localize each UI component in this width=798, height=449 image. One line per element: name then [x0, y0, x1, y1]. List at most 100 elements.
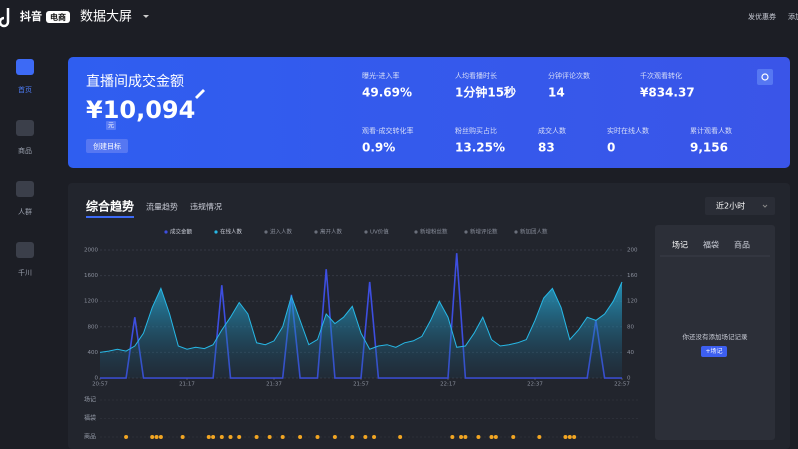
legend-dot[interactable] [364, 230, 368, 234]
product-marker[interactable] [332, 435, 337, 439]
product-marker[interactable] [280, 435, 285, 439]
nav-label[interactable]: 人群 [18, 207, 32, 216]
action[interactable]: 添加 [788, 12, 798, 21]
product-marker[interactable] [124, 435, 129, 439]
y2-tick-label: 200 [627, 248, 638, 254]
legend-dot[interactable] [314, 230, 318, 234]
range-select-bg[interactable] [705, 197, 775, 215]
product-marker[interactable] [476, 435, 481, 439]
select-caret [762, 204, 768, 208]
y-tick-label: 2000 [84, 248, 98, 254]
nav-icon[interactable] [16, 242, 34, 258]
product-marker[interactable] [489, 435, 494, 439]
product-marker[interactable] [563, 435, 568, 439]
product-marker[interactable] [206, 435, 211, 439]
legend-label[interactable]: 新加团人数 [520, 228, 548, 236]
panel-tab[interactable]: 商品 [734, 240, 750, 250]
product-marker[interactable] [211, 435, 216, 439]
caret [143, 15, 149, 18]
legend-label[interactable]: 在线人数 [220, 228, 243, 236]
metric-value: 9,156 [690, 141, 728, 155]
summary-title: 直播间成交金额 [86, 73, 184, 90]
legend-dot[interactable] [514, 230, 518, 234]
trend-tab[interactable]: 违规情况 [190, 202, 222, 212]
legend-dot[interactable] [464, 230, 468, 234]
metric-label: 粉丝购买占比 [455, 126, 497, 135]
panel-button[interactable]: +场记 [705, 347, 722, 355]
product-marker[interactable] [511, 435, 516, 439]
y2-tick-label: 0 [627, 376, 631, 382]
panel-button-bg[interactable] [701, 346, 727, 357]
legend-label[interactable]: 离开人数 [320, 228, 343, 236]
settings-button[interactable] [757, 69, 773, 85]
product-marker[interactable] [493, 435, 498, 439]
product-marker[interactable] [372, 435, 377, 439]
product-marker[interactable] [267, 435, 272, 439]
legend-dot[interactable] [264, 230, 268, 234]
nav-label[interactable]: 千川 [18, 268, 32, 277]
panel-empty: 你还没有添加场记记录 [683, 332, 749, 341]
product-marker[interactable] [459, 435, 464, 439]
nav-icon[interactable] [16, 181, 34, 197]
summary-card [68, 57, 790, 168]
page-title[interactable]: 数据大屏 [80, 10, 132, 25]
product-marker[interactable] [154, 435, 159, 439]
product-marker[interactable] [350, 435, 355, 439]
action[interactable]: 发优惠券 [748, 12, 776, 21]
product-marker[interactable] [398, 435, 403, 439]
legend-dot[interactable] [214, 230, 218, 234]
product-marker[interactable] [567, 435, 572, 439]
x-tick-label: 22:17 [440, 382, 456, 388]
y-tick-label: 400 [88, 350, 99, 356]
product-marker[interactable] [363, 435, 368, 439]
legend-label[interactable]: 成交金额 [170, 228, 193, 236]
nav-label[interactable]: 首页 [18, 85, 32, 94]
y2-tick-label: 160 [627, 273, 638, 279]
y-tick-label: 0 [95, 376, 99, 382]
track-label: 商品 [84, 433, 96, 441]
edit-icon[interactable] [195, 89, 205, 99]
product-marker[interactable] [463, 435, 468, 439]
legend-dot[interactable] [164, 230, 168, 234]
product-marker[interactable] [158, 435, 163, 439]
metric-value: 13.25% [455, 141, 505, 155]
range-select[interactable]: 近2小时 [716, 201, 745, 211]
product-marker[interactable] [228, 435, 233, 439]
legend-dot[interactable] [414, 230, 418, 234]
legend-label[interactable]: 新增粉丝数 [420, 228, 448, 236]
panel-tab-active[interactable]: 场记 [672, 241, 688, 250]
product-marker[interactable] [572, 435, 577, 439]
metric-label: 实时在线人数 [607, 126, 649, 135]
create-button-bg[interactable] [86, 139, 128, 153]
metric-value: 49.69% [362, 86, 412, 100]
product-marker[interactable] [298, 435, 303, 439]
product-marker[interactable] [315, 435, 320, 439]
metric-label: 曝光-进入率 [362, 71, 400, 80]
legend-label[interactable]: UV价值 [370, 228, 389, 236]
product-marker[interactable] [219, 435, 224, 439]
brand: 抖音 [20, 9, 42, 23]
nav-icon[interactable] [16, 120, 34, 136]
panel-tab[interactable]: 福袋 [703, 240, 719, 250]
product-marker[interactable] [237, 435, 242, 439]
product-marker[interactable] [450, 435, 455, 439]
product-marker[interactable] [180, 435, 185, 439]
create-button[interactable]: 创建目标 [93, 142, 121, 151]
logo [0, 8, 10, 28]
nav-label[interactable]: 商品 [18, 146, 32, 155]
metric-value: ¥834.37 [640, 86, 695, 100]
legend-label[interactable]: 新增评论数 [470, 228, 498, 236]
metric-value: 83 [538, 141, 555, 155]
summary-value: ¥10,094 [86, 96, 195, 124]
legend-label[interactable]: 进入人数 [270, 228, 293, 236]
track-label: 场记 [84, 396, 96, 404]
settings-icon [761, 73, 769, 81]
trend-tab-active[interactable]: 综合趋势 [86, 199, 134, 214]
product-marker[interactable] [537, 435, 542, 439]
nav-icon[interactable] [16, 59, 34, 75]
trend-tab[interactable]: 流量趋势 [146, 202, 178, 212]
x-tick-label: 20:57 [92, 382, 108, 388]
product-marker[interactable] [150, 435, 155, 439]
product-marker[interactable] [254, 435, 259, 439]
